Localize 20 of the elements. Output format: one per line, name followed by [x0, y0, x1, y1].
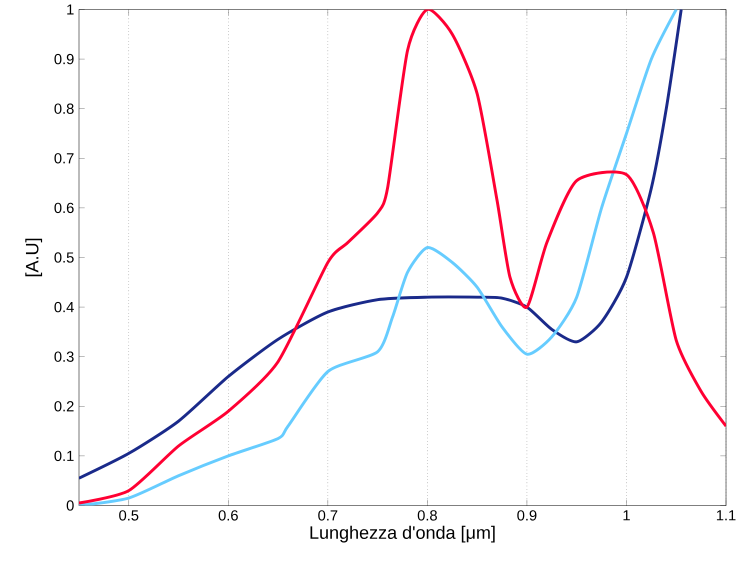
- y-tick-label: 0.9: [54, 54, 74, 64]
- y-tick-label: 0.5: [54, 252, 74, 262]
- y-tick-label: 0.1: [54, 450, 74, 461]
- x-tick-label: 0.6: [218, 510, 238, 520]
- y-tick-label: 0.8: [54, 103, 74, 114]
- y-tick-label: 1: [67, 4, 74, 14]
- y-tick-label: 0.4: [54, 302, 74, 312]
- x-tick-label: 0.5: [119, 510, 138, 520]
- x-tick-label: 0.8: [418, 510, 437, 520]
- y-tick-label: 0: [66, 500, 74, 510]
- y-tick-label: 0.2: [54, 400, 74, 412]
- x-axis-title: Lunghezza d'onda [μm]: [310, 525, 495, 542]
- y-tick-label: 0.6: [54, 202, 74, 213]
- y-tick-label: 0.7: [54, 152, 74, 164]
- x-tick-label: 0.9: [517, 510, 536, 520]
- x-tick-label: 1.1: [716, 510, 736, 520]
- x-tick-label: 1: [624, 510, 630, 520]
- x-tick-label: 0.7: [318, 510, 338, 520]
- y-tick-label: 0.3: [54, 351, 74, 362]
- y-axis-title: [A.U]: [25, 238, 42, 276]
